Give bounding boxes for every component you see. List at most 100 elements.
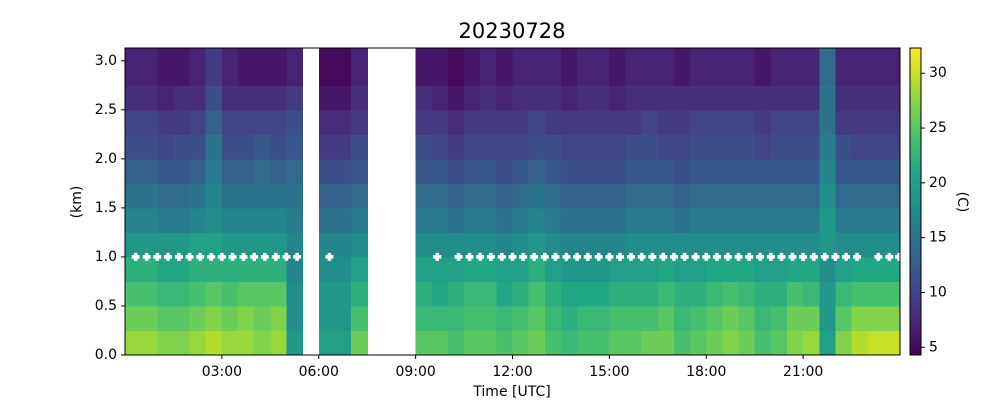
heat-cell — [254, 109, 271, 135]
marker — [228, 252, 237, 261]
heat-cell — [189, 158, 207, 184]
heat-cell — [464, 134, 481, 160]
heat-cell — [770, 305, 788, 332]
heat-cell — [464, 305, 481, 332]
heat-cell — [754, 207, 772, 233]
heat-cell — [835, 85, 853, 111]
heat-cell — [754, 134, 772, 160]
heat-cell — [221, 183, 239, 209]
heat-cell — [270, 232, 288, 258]
heat-cell — [141, 281, 158, 307]
marker — [820, 252, 829, 261]
heat-cell — [673, 85, 691, 111]
heat-cell — [690, 281, 707, 307]
heat-cell — [851, 256, 869, 283]
heat-cell — [334, 281, 352, 307]
marker — [842, 252, 851, 261]
heat-cell — [803, 305, 820, 332]
heat-cell — [286, 232, 304, 258]
marker — [648, 252, 657, 261]
heat-cell — [770, 256, 788, 283]
marker — [497, 252, 506, 261]
heat-cell — [141, 85, 158, 111]
heat-cell — [447, 207, 465, 233]
heat-cell — [334, 207, 352, 233]
heat-cell — [673, 134, 691, 160]
heat-cell — [609, 85, 627, 111]
heat-cell — [560, 48, 578, 86]
heat-cell — [673, 109, 691, 135]
heat-cell — [221, 134, 239, 160]
heat-cell — [786, 305, 804, 332]
heat-cell — [205, 207, 223, 233]
heat-cell — [270, 330, 288, 356]
heat-cell — [577, 158, 594, 184]
heat-cell — [625, 158, 643, 184]
heat-cell — [125, 256, 142, 283]
heat-cell — [770, 48, 788, 86]
heat-cell — [544, 305, 562, 332]
heat-cell — [528, 281, 546, 307]
heat-cell — [625, 330, 643, 356]
heat-cell — [803, 207, 820, 233]
heat-cell — [157, 85, 175, 111]
marker — [207, 252, 216, 261]
heat-cell — [286, 305, 304, 332]
heat-cell — [754, 256, 772, 283]
heat-cell — [641, 330, 659, 356]
heat-cell — [609, 232, 627, 258]
heat-cell — [851, 48, 869, 86]
heat-cell — [318, 305, 336, 332]
heat-cell — [496, 158, 514, 184]
heat-cell — [706, 305, 723, 332]
marker — [530, 252, 539, 261]
heat-cell — [141, 330, 158, 356]
heat-cell — [835, 158, 853, 184]
marker — [895, 252, 904, 261]
heat-cell — [673, 305, 691, 332]
heat-cell — [786, 232, 804, 258]
heat-cell — [286, 256, 304, 283]
heat-cell — [318, 134, 336, 160]
heat-cell — [173, 183, 191, 209]
heat-cell — [722, 330, 740, 356]
heat-cell — [125, 109, 142, 135]
heat-cell — [883, 85, 901, 111]
heat-cell — [738, 85, 756, 111]
marker — [239, 252, 248, 261]
heat-cell — [851, 281, 869, 307]
heat-cell — [867, 232, 885, 258]
marker — [627, 252, 636, 261]
heat-cell — [464, 48, 481, 86]
heat-cell — [867, 305, 885, 332]
heat-cell — [351, 232, 368, 258]
heat-cell — [528, 330, 546, 356]
heat-cell — [447, 85, 465, 111]
marker — [605, 252, 614, 261]
heat-cell — [609, 134, 627, 160]
heat-cell — [544, 183, 562, 209]
heat-cell — [464, 232, 481, 258]
heat-cell — [351, 207, 368, 233]
heat-cell — [867, 281, 885, 307]
heat-cell — [528, 134, 546, 160]
heat-cell — [883, 232, 901, 258]
marker — [250, 252, 259, 261]
heat-cell — [560, 281, 578, 307]
heat-cell — [544, 134, 562, 160]
heat-cell — [431, 281, 449, 307]
heat-cell — [351, 48, 368, 86]
heat-cell — [770, 158, 788, 184]
marker — [680, 252, 689, 261]
heat-cell — [593, 207, 610, 233]
colorbar-tick-label: 30 — [929, 65, 947, 81]
heat-cell — [577, 48, 594, 86]
heat-cell — [625, 256, 643, 283]
heat-cell — [270, 48, 288, 86]
heat-cell — [803, 109, 820, 135]
heat-cell — [205, 109, 223, 135]
heat-cell — [141, 256, 158, 283]
heat-cell — [690, 109, 707, 135]
heat-cell — [528, 256, 546, 283]
heat-cell — [415, 183, 433, 209]
